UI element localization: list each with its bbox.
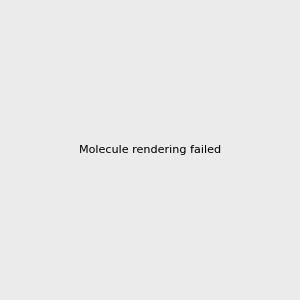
Text: Molecule rendering failed: Molecule rendering failed [79,145,221,155]
